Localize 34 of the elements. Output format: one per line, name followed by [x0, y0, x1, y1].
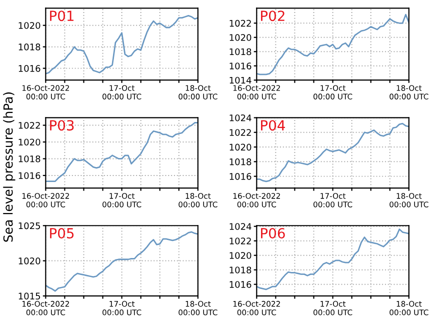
y-tick-label: 1016 [18, 172, 40, 180]
line-series [256, 228, 409, 290]
chart-title: P06 [261, 228, 285, 238]
y-tick-label: 1016 [230, 173, 252, 180]
y-tick-label: 1022 [18, 122, 40, 129]
chart-title: P01 [50, 10, 74, 22]
y-tick-label: 1016 [230, 62, 252, 70]
line-series [46, 122, 198, 182]
y-tick-label: 1018 [18, 155, 40, 162]
y-tick-label: 1018 [230, 266, 252, 274]
y-tick-label: 1024 [230, 114, 252, 122]
y-tick-label: 1022 [230, 129, 251, 136]
y-tick-label: 1020 [230, 144, 252, 151]
y-tick-label: 1018 [230, 158, 252, 166]
y-tick-label: 1020 [18, 22, 40, 29]
y-tick-label: 1014 [230, 76, 252, 84]
y-tick-label: 1020 [230, 252, 252, 259]
y-tick-label: 1018 [230, 48, 252, 56]
chart-title: P04 [261, 120, 285, 131]
chart-title: P02 [261, 10, 284, 22]
y-tick-label: 1022 [230, 20, 251, 27]
chart-title: P03 [50, 120, 74, 131]
y-tick-label: 1025 [18, 222, 40, 230]
y-tick-label: 1016 [230, 281, 252, 288]
y-axis-title: Sea level pressure (hPa) [3, 92, 16, 242]
y-tick-label: 1018 [18, 44, 40, 50]
chart-title: P05 [50, 228, 74, 238]
y-tick-label: 1020 [18, 138, 40, 146]
y-tick-label: 1020 [18, 258, 40, 264]
y-tick-label: 1016 [18, 65, 40, 72]
y-tick-label: 1020 [230, 34, 252, 41]
y-tick-label: 1022 [230, 238, 251, 244]
y-tick-label: 1015 [18, 292, 40, 300]
y-tick-label: 1024 [230, 223, 252, 230]
